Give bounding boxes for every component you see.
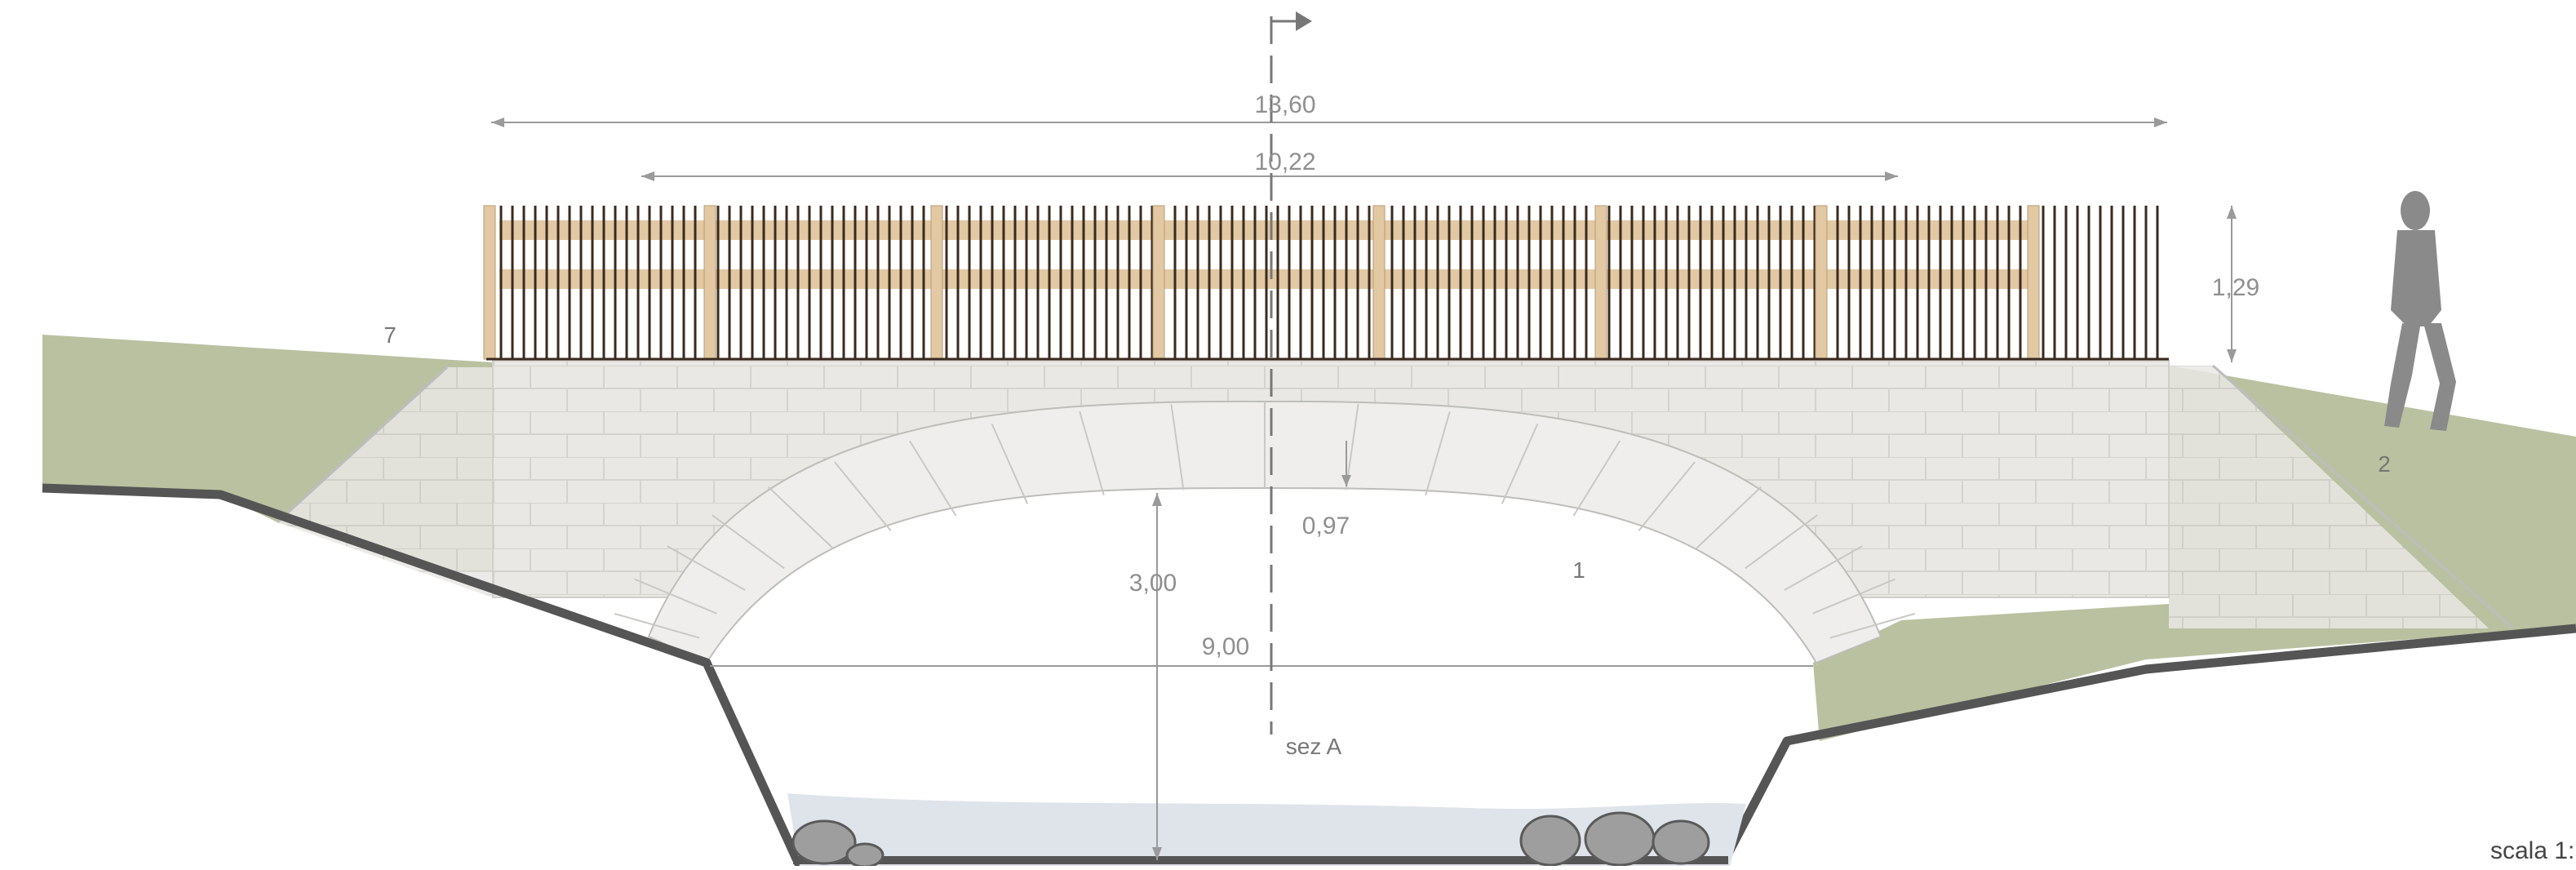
scale-label: scala 1:: [2490, 837, 2574, 864]
railing-post: [1815, 205, 1828, 360]
railing-length-label: 10,22: [1254, 149, 1315, 175]
ground-profile: [42, 483, 805, 868]
arch-thickness-label: 0,97: [1302, 513, 1350, 539]
voussoir-joint: [1572, 440, 1621, 517]
railing-post: [930, 205, 943, 360]
ground-profile-right: [1718, 624, 2576, 868]
voussoir-joint: [834, 461, 892, 531]
arch-ring: [647, 400, 1882, 664]
voussoir-joint: [908, 440, 957, 517]
voussoir-joint: [1812, 578, 1895, 615]
voussoir-joint: [667, 545, 746, 591]
voussoir-joint: [634, 578, 717, 615]
water: [787, 793, 1746, 866]
scale-figure: [2384, 191, 2456, 431]
dimension-lines: [491, 122, 2232, 860]
timber-railing: [483, 205, 2169, 361]
railing-post: [2027, 205, 2040, 360]
voussoir-joint: [767, 486, 834, 549]
voussoir-joint: [1745, 514, 1818, 570]
voussoir-joint: [1425, 411, 1451, 495]
left-wing-wall: [277, 367, 493, 597]
voussoir-joint: [991, 423, 1029, 504]
right-wing-wall: [2169, 366, 2489, 628]
voussoir-joint: [1784, 545, 1863, 591]
arch-voussoirs: [614, 402, 1916, 639]
rocks: [791, 811, 1710, 868]
railing-height-label: 1,29: [2212, 274, 2259, 301]
masonry-callout: 1: [1572, 557, 1585, 583]
voussoir-joint: [712, 514, 785, 570]
overall-length-label: 13,60: [1254, 91, 1315, 118]
voussoir-joint: [1696, 486, 1762, 549]
right-bank-callout: 2: [2378, 451, 2391, 477]
voussoir-joint: [614, 612, 700, 639]
railing-post: [1372, 205, 1386, 360]
section-label: sez A: [1286, 734, 1342, 759]
voussoir-joint: [1638, 461, 1696, 531]
dimension-arrows: [491, 118, 2237, 860]
voussoir-joint: [1501, 423, 1539, 504]
voussoir-joint: [1829, 612, 1916, 639]
railing-post: [483, 205, 496, 360]
arch-rise-label: 3,00: [1129, 570, 1177, 597]
railing-post: [1594, 205, 1607, 360]
arch-span-label: 9,00: [1202, 633, 1249, 660]
railing-balusters: [488, 206, 2159, 359]
voussoir-joint: [1079, 411, 1105, 495]
left-bank-callout: 7: [384, 322, 397, 348]
railing-post: [1152, 205, 1165, 360]
railing-post: [703, 205, 716, 360]
voussoir-joint: [1170, 403, 1185, 490]
railing-posts: [483, 205, 2040, 360]
